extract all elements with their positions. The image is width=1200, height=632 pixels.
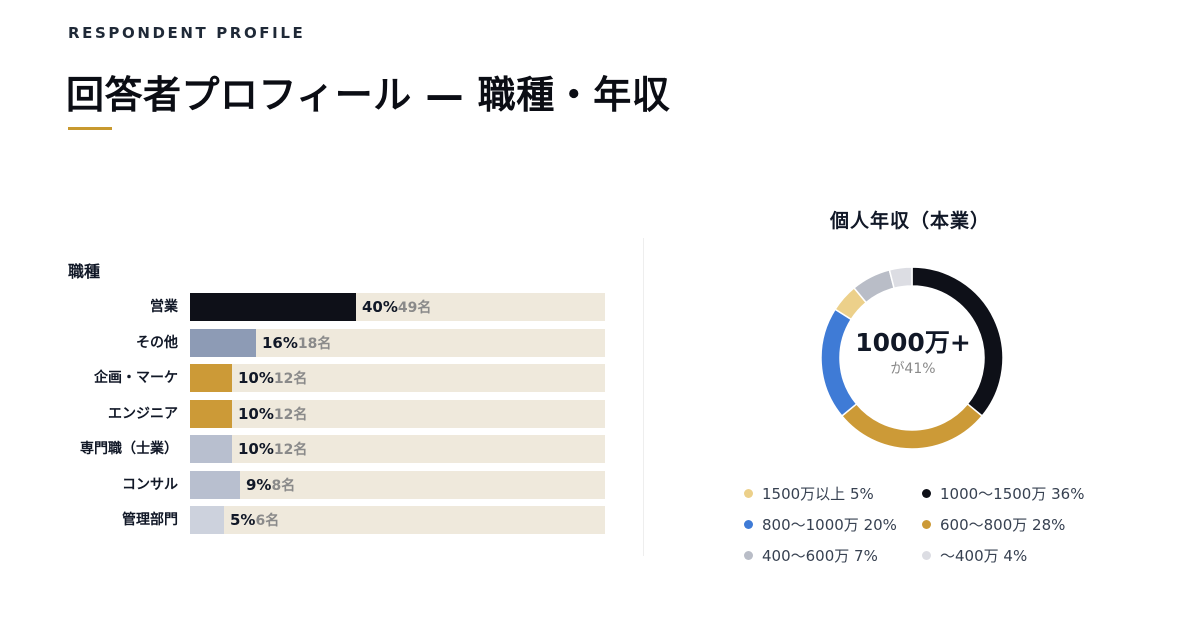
legend-label: 400〜600万 7% <box>762 547 878 565</box>
title-underline <box>68 127 112 130</box>
bar-fill <box>190 400 232 428</box>
income-donut-chart <box>820 266 1004 450</box>
bar-fill <box>190 293 356 321</box>
donut-slice <box>840 402 984 450</box>
bar-row: コンサル 9%8名 <box>0 471 640 499</box>
bar-category-label: 専門職（士業） <box>80 441 178 457</box>
bar-fill <box>190 471 240 499</box>
section-eyebrow: RESPONDENT PROFILE <box>68 24 306 42</box>
occupation-label: 職種 <box>68 262 101 281</box>
bar-percent: 5% <box>230 511 256 529</box>
bar-category-label: エンジニア <box>108 406 178 422</box>
bar-fill <box>190 506 224 534</box>
bar-percent: 9% <box>246 476 272 494</box>
donut-center-caption: が41% <box>890 361 936 377</box>
legend-swatch <box>922 489 931 498</box>
bar-fill <box>190 329 256 357</box>
legend-item: 1000〜1500万 36% <box>922 483 1084 503</box>
donut-slice <box>888 266 913 290</box>
bar-fill <box>190 364 232 392</box>
bar-count: 6名 <box>255 513 280 529</box>
donut-center-value: 1000万+ <box>855 328 971 357</box>
legend-label: 800〜1000万 20% <box>762 516 897 534</box>
bar-count: 12名 <box>273 407 308 423</box>
bar-track <box>190 329 605 357</box>
bar-percent: 16% <box>262 334 298 352</box>
bar-category-label: 企画・マーケ <box>94 370 178 386</box>
bar-row: 営業 40%49名 <box>0 293 640 321</box>
legend-label: 1500万以上 5% <box>762 485 874 503</box>
bar-track <box>190 293 605 321</box>
bar-value-label: 9%8名 <box>246 471 295 499</box>
bar-value-label: 10%12名 <box>238 400 307 428</box>
bar-percent: 10% <box>238 440 274 458</box>
bar-track <box>190 506 605 534</box>
legend-swatch <box>922 551 931 560</box>
bar-value-label: 5%6名 <box>230 506 279 534</box>
bar-category-label: その他 <box>136 335 178 351</box>
income-chart-title: 個人年収（本業） <box>829 210 990 232</box>
bar-row: 専門職（士業） 10%12名 <box>0 435 640 463</box>
legend-item: 〜400万 4% <box>922 545 1027 565</box>
legend-swatch <box>744 489 753 498</box>
bar-track <box>190 364 605 392</box>
bar-count: 49名 <box>397 300 432 316</box>
bar-track <box>190 471 605 499</box>
bar-category-label: 管理部門 <box>122 512 178 528</box>
legend-swatch <box>922 520 931 529</box>
bar-row: その他 16%18名 <box>0 329 640 357</box>
bar-value-label: 10%12名 <box>238 364 307 392</box>
bar-value-label: 10%12名 <box>238 435 307 463</box>
legend-item: 400〜600万 7% <box>744 545 878 565</box>
bar-value-label: 40%49名 <box>362 293 431 321</box>
bar-row: 管理部門 5%6名 <box>0 506 640 534</box>
bar-fill <box>190 435 232 463</box>
bar-count: 12名 <box>273 371 308 387</box>
donut-slice <box>820 308 858 418</box>
bar-track <box>190 435 605 463</box>
legend-label: 〜400万 4% <box>940 547 1028 565</box>
bar-count: 8名 <box>271 478 296 494</box>
page-title: 回答者プロフィール — 職種・年収 <box>66 73 671 117</box>
legend-item: 600〜800万 28% <box>922 514 1065 534</box>
legend-label: 1000〜1500万 36% <box>940 485 1085 503</box>
bar-row: 企画・マーケ 10%12名 <box>0 364 640 392</box>
bar-category-label: コンサル <box>122 477 178 493</box>
bar-track <box>190 400 605 428</box>
bar-percent: 10% <box>238 405 274 423</box>
legend-label: 600〜800万 28% <box>940 516 1066 534</box>
legend-swatch <box>744 520 753 529</box>
panel-divider <box>643 238 644 556</box>
bar-percent: 40% <box>362 298 398 316</box>
legend-item: 800〜1000万 20% <box>744 514 897 534</box>
bar-value-label: 16%18名 <box>262 329 331 357</box>
bar-row: エンジニア 10%12名 <box>0 400 640 428</box>
legend-swatch <box>744 551 753 560</box>
legend-item: 1500万以上 5% <box>744 483 874 503</box>
bar-percent: 10% <box>238 369 274 387</box>
bar-count: 18名 <box>297 336 332 352</box>
bar-count: 12名 <box>273 442 308 458</box>
bar-category-label: 営業 <box>150 299 178 315</box>
